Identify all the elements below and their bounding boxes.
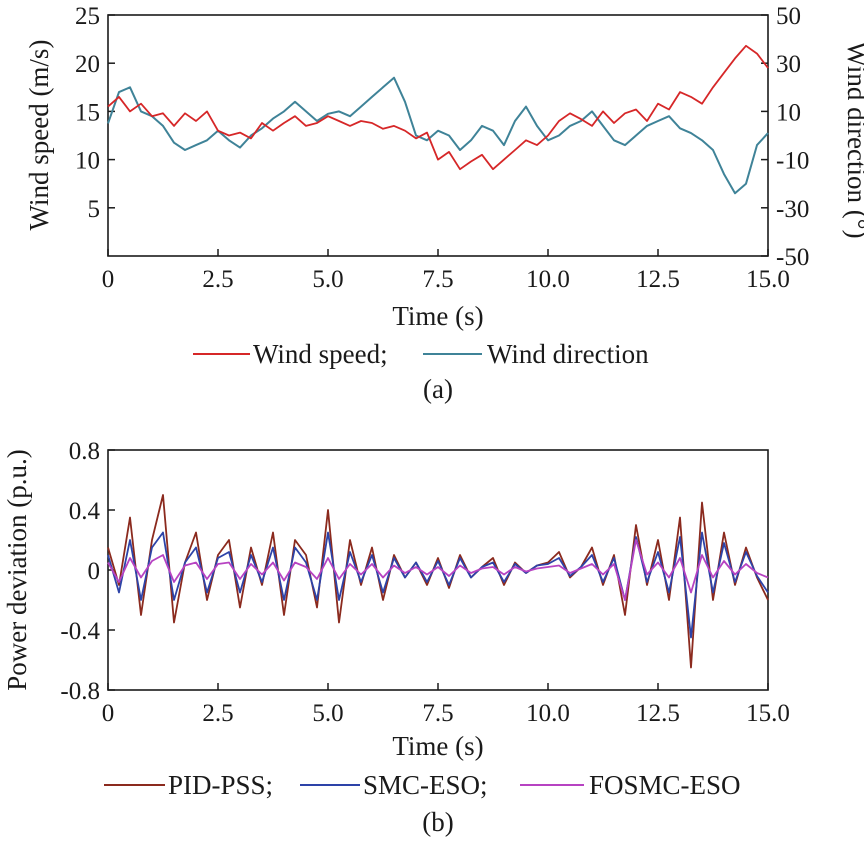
legend-label-smc-eso: SMC-ESO;: [363, 770, 488, 800]
legend-label-wind-direction: Wind direction: [487, 339, 649, 369]
panel-a-right-y-tick-label: 10: [776, 99, 801, 126]
panel-a-y-axis-label-left: Wind speed (m/s): [24, 40, 54, 231]
pid-pss-line: [107, 494, 769, 669]
legend-label-wind-speed: Wind speed;: [253, 339, 388, 369]
panel-b-x-tick-label: 12.5: [636, 700, 680, 727]
panel-b-legend: PID-PSS; SMC-ESO; FOSMC-ESO: [104, 770, 741, 800]
panel-a-left-y-tick-label: 5: [88, 196, 101, 223]
panel-a-x-tick-label: 2.5: [202, 266, 233, 293]
smc-eso-line: [107, 531, 769, 639]
panel-b-x-tick-label: 5.0: [312, 700, 343, 727]
panel-a-caption: (a): [423, 374, 453, 404]
panel-a-left-y-tick-label: 20: [75, 51, 100, 78]
panel-a-x-axis-label: Time (s): [392, 301, 483, 331]
panel-b-y-tick-label: 0.4: [69, 498, 101, 525]
panel-b-power-deviation-chart: 0 2.5 5.0 7.5 10.0 12.5 15.0 -0.8 -0.4 0 0.4 0.8 T…: [2, 438, 790, 837]
panel-b-x-tick-label: 10.0: [526, 700, 570, 727]
panel-b-plot-frame: [107, 449, 769, 691]
panel-b-y-tick-label: -0.4: [60, 618, 100, 645]
panel-b-caption: (b): [422, 807, 453, 837]
panel-a-left-y-tick-label: 25: [75, 3, 100, 30]
panel-a-legend: Wind speed; Wind direction: [193, 339, 649, 369]
panel-a-left-y-tick-label: 15: [75, 99, 100, 126]
wind-direction-line: [107, 76, 769, 195]
panel-b-x-tick-label: 15.0: [746, 700, 790, 727]
panel-a-right-y-tick-label: 50: [776, 3, 801, 30]
panel-a-right-y-tick-label: -50: [776, 244, 809, 271]
panel-b-y-axis-label: Power deviation (p.u.): [2, 449, 32, 690]
panel-a-x-tick-label: 15.0: [746, 266, 790, 293]
panel-b-x-tick-label: 2.5: [202, 700, 233, 727]
panel-a-x-tick-label: 0: [102, 266, 115, 293]
panel-b-x-axis-label: Time (s): [392, 731, 483, 761]
panel-a-x-tick-label: 5.0: [312, 266, 343, 293]
panel-b-x-tick-label: 0: [102, 700, 115, 727]
panel-b-x-tick-label: 7.5: [422, 700, 453, 727]
wind-speed-line: [107, 44, 769, 171]
panel-a-left-y-tick-label: 10: [75, 148, 100, 175]
panel-b-y-tick-label: 0: [88, 558, 101, 585]
legend-label-fosmc-eso: FOSMC-ESO: [589, 770, 741, 800]
panel-a-right-y-tick-label: -30: [776, 196, 809, 223]
panel-a-x-tick-label: 7.5: [422, 266, 453, 293]
panel-b-y-tick-label: 0.8: [69, 438, 100, 465]
fosmc-eso-line: [107, 539, 769, 601]
panel-a-x-tick-label: 12.5: [636, 266, 680, 293]
panel-a-wind-chart: 0 2.5 5.0 7.5 10.0 12.5 15.0 5 10 15 20 25 -50 -30 -…: [24, 3, 864, 404]
legend-label-pid-pss: PID-PSS;: [168, 770, 273, 800]
panel-a-plot-frame: [107, 14, 769, 257]
panel-a-x-tick-label: 10.0: [526, 266, 570, 293]
panel-b-y-tick-label: -0.8: [60, 678, 100, 705]
panel-a-right-y-tick-label: 30: [776, 51, 801, 78]
panel-a-y-axis-label-right: Wind direction (°): [842, 41, 864, 238]
panel-a-right-y-tick-label: -10: [776, 148, 809, 175]
